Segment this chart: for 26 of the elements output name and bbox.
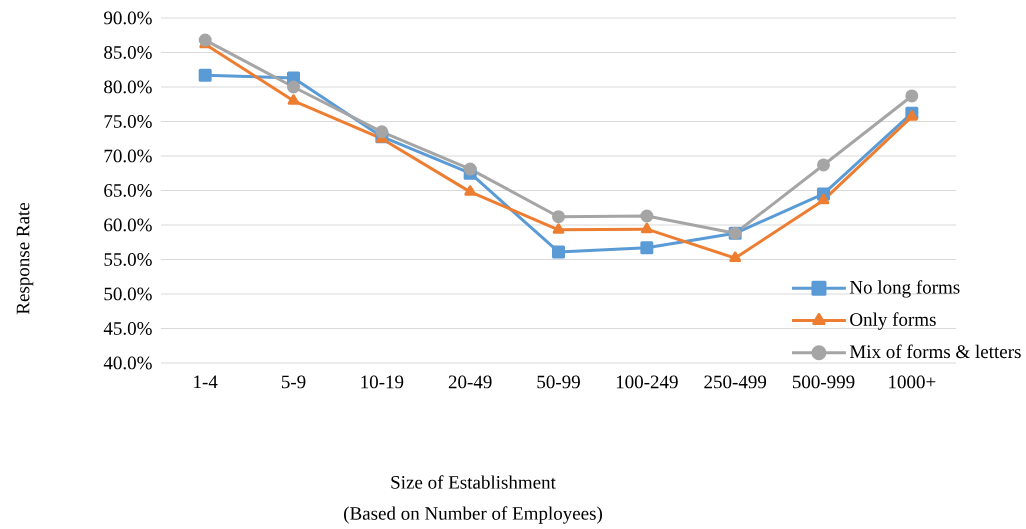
x-tick-label: 1-4 (194, 375, 218, 389)
y-tick-label: 75.0% (104, 115, 152, 128)
y-axis-title: Response Rate (16, 202, 34, 315)
x-tick-label: 100-249 (616, 375, 678, 389)
y-tick-label: 65.0% (104, 184, 152, 197)
y-tick-label: 55.0% (104, 253, 152, 266)
x-tick-label: 5-9 (281, 375, 306, 389)
legend-label: Only forms (850, 312, 936, 330)
legend-label: Mix of forms & letters (849, 344, 1021, 359)
x-tick-label: 10-19 (361, 375, 404, 389)
y-tick-label: 40.0% (103, 356, 152, 370)
y-tick-label: 90.0% (104, 11, 152, 25)
x-tick-label: 20-49 (448, 375, 492, 389)
y-tick-label: 45.0% (103, 322, 152, 335)
x-tick-label: 250-499 (704, 375, 767, 389)
y-tick-label: 80.0% (104, 80, 152, 94)
x-tick-label: 1000+ (889, 375, 936, 389)
y-tick-label: 70.0% (104, 149, 152, 163)
y-tick-label: 50.0% (104, 287, 152, 301)
x-tick-label: 500-999 (792, 375, 855, 389)
y-tick-label: 85.0% (104, 46, 152, 59)
legend-label: No long forms (849, 280, 960, 298)
y-tick-label: 60.0% (104, 218, 152, 232)
x-tick-label: 50-99 (537, 375, 580, 389)
x-axis-title: Size of Establishment (391, 475, 556, 489)
text: (Based on Number of Employees) (344, 506, 602, 524)
